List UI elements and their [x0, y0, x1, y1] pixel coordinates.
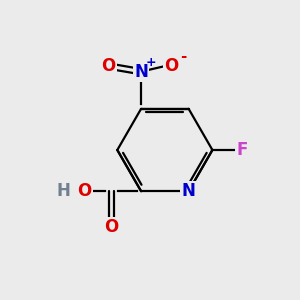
Text: O: O [101, 57, 116, 75]
Text: +: + [145, 56, 156, 69]
Text: H: H [57, 182, 71, 200]
Text: O: O [104, 218, 118, 236]
Text: N: N [182, 182, 196, 200]
Text: F: F [236, 141, 248, 159]
Text: O: O [165, 57, 179, 75]
Text: -: - [180, 49, 187, 64]
Text: O: O [77, 182, 92, 200]
Text: N: N [134, 63, 148, 81]
